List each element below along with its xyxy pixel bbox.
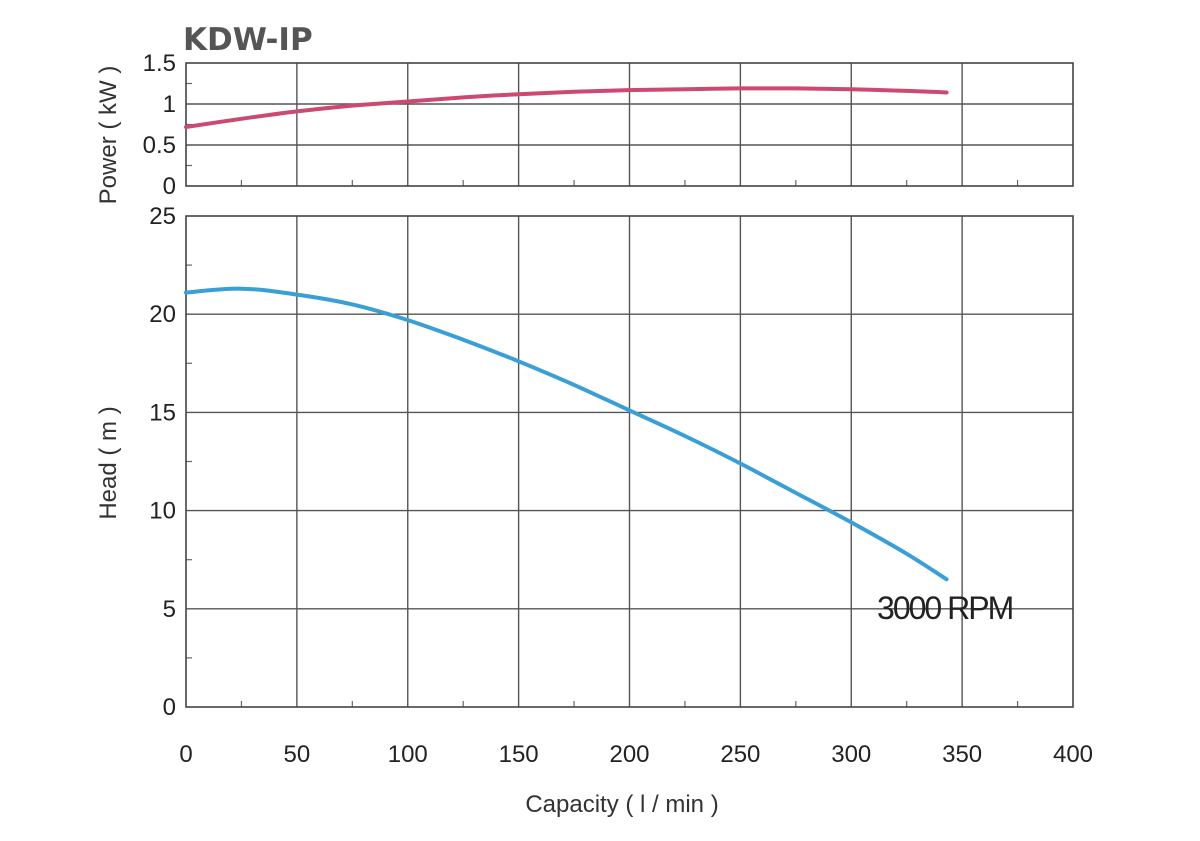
head-xtick-label: 0: [179, 741, 192, 768]
head-xtick-label: 400: [1053, 741, 1093, 768]
head-ytick-label: 25: [149, 203, 176, 230]
head-plot-frame: [185, 215, 1074, 708]
power-ytick-label: 0.5: [143, 132, 176, 159]
power-series-line: [184, 86, 949, 129]
power-ytick-label: 1.5: [143, 50, 176, 77]
head-xtick-label: 350: [942, 741, 982, 768]
head-ytick-label: 0: [163, 694, 176, 721]
head-xtick-label: 300: [831, 741, 871, 768]
head-xtick-label: 50: [284, 741, 311, 768]
power-ytick-label: 0: [163, 173, 176, 200]
rpm-annotation: 3000 RPM: [877, 590, 1013, 626]
power-panel: 0 0.5 1 1.5: [143, 50, 1074, 200]
head-xtick-label: 200: [609, 741, 649, 768]
head-axis-label: Head ( m ): [95, 406, 122, 519]
capacity-axis-label: Capacity ( l / min ): [525, 791, 718, 818]
head-ytick-label: 10: [149, 498, 176, 525]
head-xtick-label: 150: [499, 741, 539, 768]
head-xtick-label: 250: [720, 741, 760, 768]
power-ytick-label: 1: [163, 91, 176, 118]
power-axis-label: Power ( kW ): [95, 66, 122, 205]
head-ytick-label: 15: [149, 399, 176, 426]
power-plot-frame: [185, 62, 1074, 187]
head-xtick-label: 100: [388, 741, 428, 768]
chart-title: KDW-IP: [183, 22, 313, 58]
head-series-line: [184, 286, 949, 582]
head-ytick-label: 5: [163, 596, 176, 623]
head-ytick-label: 20: [149, 301, 176, 328]
